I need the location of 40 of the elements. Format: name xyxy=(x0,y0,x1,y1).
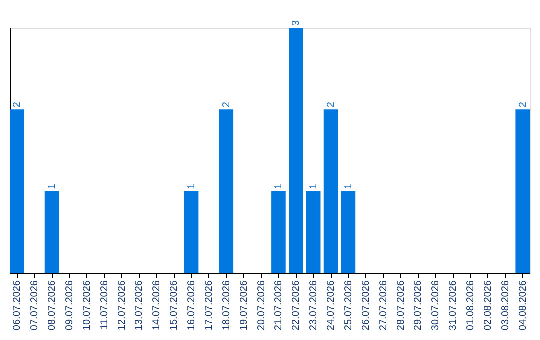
x-tick-label: 27.07.2026 xyxy=(378,280,390,331)
x-tick-label: 29.07.2026 xyxy=(413,280,424,331)
x-tick-label: 23.07.2026 xyxy=(308,280,320,331)
x-tick-label: 08.07.2026 xyxy=(47,280,58,331)
x-tick-label: 12.07.2026 xyxy=(116,280,128,331)
x-tick-label: 30.07.2026 xyxy=(430,280,442,331)
x-tick-label: 06.07.2026 xyxy=(12,280,24,331)
x-tick-label: 14.07.2026 xyxy=(152,280,163,331)
x-tick-label: 03.08.2026 xyxy=(500,280,512,331)
data-label: 1 xyxy=(47,183,58,190)
data-label: 2 xyxy=(518,102,529,108)
data-label: 1 xyxy=(343,183,354,190)
x-tick-label: 01.08.2026 xyxy=(466,280,477,331)
x-tick-label: 04.08.2026 xyxy=(518,280,529,331)
x-tick-label: 10.07.2026 xyxy=(82,280,93,331)
x-tick-label: 15.07.2026 xyxy=(169,280,180,331)
data-label: 2 xyxy=(221,102,232,108)
x-tick-label: 20.07.2026 xyxy=(256,280,268,331)
data-label: 1 xyxy=(274,183,285,190)
data-label: 2 xyxy=(326,102,338,108)
x-tick-label: 19.07.2026 xyxy=(238,280,250,331)
x-tick-label: 22.07.2026 xyxy=(291,280,302,331)
data-label: 2 xyxy=(12,102,24,108)
x-tick-label: 02.08.2026 xyxy=(482,280,494,331)
x-tick-label: 25.07.2026 xyxy=(343,280,354,331)
x-tick-label: 21.07.2026 xyxy=(274,280,285,331)
data-label: 1 xyxy=(308,183,320,190)
x-tick-label: 26.07.2026 xyxy=(360,280,372,331)
x-tick-label: 17.07.2026 xyxy=(204,280,215,331)
data-label: 1 xyxy=(186,183,198,190)
data-label: 3 xyxy=(291,20,302,26)
x-tick-label: 13.07.2026 xyxy=(134,280,146,331)
x-tick-label: 31.07.2026 xyxy=(448,280,460,331)
x-tick-label: 11.07.2026 xyxy=(99,280,110,330)
x-tick-label: 16.07.2026 xyxy=(186,280,198,331)
x-tick-label: 18.07.2026 xyxy=(221,280,232,331)
x-tick-label: 07.07.2026 xyxy=(30,280,41,331)
x-tick-label: 28.07.2026 xyxy=(396,280,407,331)
x-tick-label: 24.07.2026 xyxy=(326,280,338,331)
x-tick-label: 09.07.2026 xyxy=(64,280,76,331)
